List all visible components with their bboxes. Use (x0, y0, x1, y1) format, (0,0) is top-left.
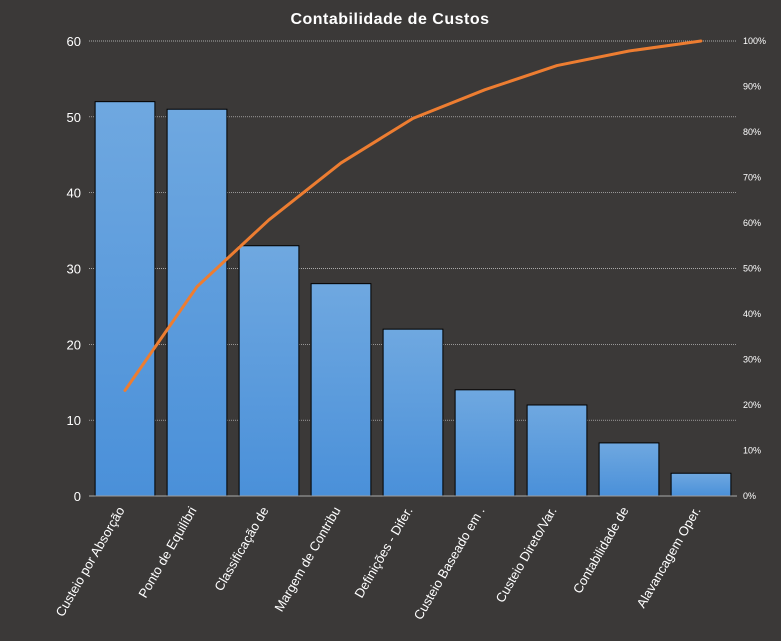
y2-axis-ticks: 0% 10% 20% 30% 40% 50% 60% 70% 80% 90% 100% (743, 36, 766, 501)
y2-tick-label: 80% (743, 127, 761, 137)
bar (526, 404, 588, 497)
y2-tick-label: 70% (743, 173, 761, 183)
y-axis-ticks: 0 10 20 30 40 50 60 (67, 34, 81, 504)
x-tick-label: Alavancagem Oper. (634, 504, 704, 610)
y-tick-label: 40 (67, 186, 81, 201)
bar (382, 328, 444, 497)
y2-tick-label: 90% (743, 82, 761, 92)
x-tick-label: Custeio Baseado em . (411, 504, 488, 622)
bars (94, 101, 732, 497)
bar (598, 442, 660, 497)
bar (166, 108, 228, 497)
x-axis-ticks: Custeio por Absorção Ponto de Equilíbri Cl… (52, 504, 703, 622)
y2-tick-label: 50% (743, 264, 761, 274)
x-tick-label: Contabilidade de (570, 504, 632, 596)
x-tick-label: Margem de Contribu (271, 504, 343, 614)
y2-tick-label: 0% (743, 491, 756, 501)
y-tick-label: 20 (67, 337, 81, 352)
bar (670, 472, 732, 497)
y2-tick-label: 20% (743, 400, 761, 410)
y-tick-label: 60 (67, 34, 81, 49)
y2-tick-label: 10% (743, 446, 761, 456)
cumulative-line-layer (123, 39, 703, 392)
y-tick-label: 50 (67, 110, 81, 125)
y-tick-label: 30 (67, 262, 81, 277)
x-tick-label: Ponto de Equilíbri (135, 504, 199, 600)
y2-tick-label: 40% (743, 309, 761, 319)
y2-tick-label: 30% (743, 355, 761, 365)
bar (454, 389, 516, 497)
x-tick-label: Definições - Difer. (351, 504, 415, 600)
bar (94, 101, 156, 497)
y-tick-label: 10 (67, 413, 81, 428)
y2-tick-label: 100% (743, 36, 766, 46)
y-tick-label: 0 (74, 489, 81, 504)
x-tick-label: Classificação de (211, 504, 271, 593)
chart-title: Contabilidade de Custos (290, 11, 489, 28)
x-tick-label: Custeio por Absorção (52, 504, 127, 619)
bar (238, 245, 300, 497)
bar (310, 283, 372, 497)
x-tick-label: Custeio Direto/Var. (493, 504, 560, 605)
y2-tick-label: 60% (743, 218, 761, 228)
